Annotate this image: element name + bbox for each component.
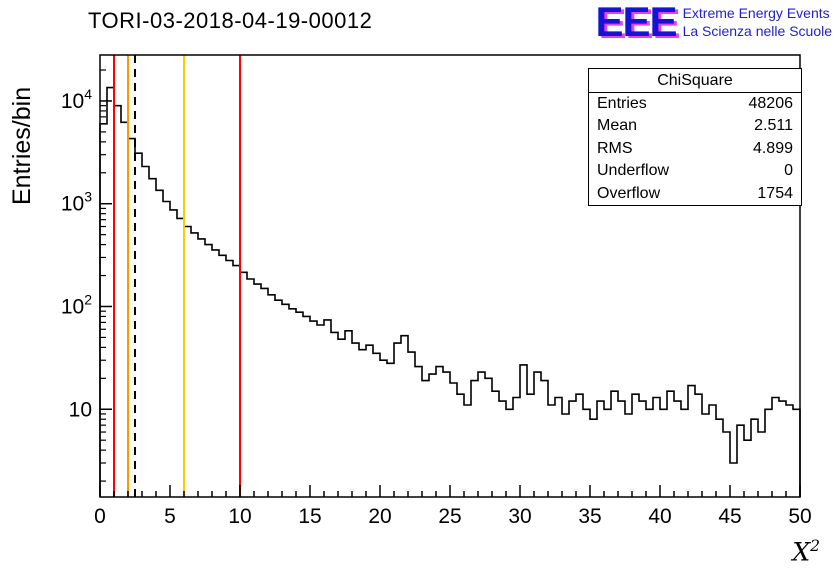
plot-title: TORI-03-2018-04-19-00012 <box>88 8 373 33</box>
stats-value: 48206 <box>748 95 794 112</box>
axes: 0 5 10 15 20 25 30 35 40 45 50 10 102 103 104 <box>61 54 812 528</box>
stats-row-mean: Mean 2.511 <box>589 115 801 137</box>
x-tick-label: 30 <box>508 505 531 528</box>
stats-row-overflow: Overflow 1754 <box>589 183 801 205</box>
eee-logo-text: Extreme Energy Events La Scienza nelle S… <box>683 4 832 40</box>
x-tick-label: 50 <box>788 505 811 528</box>
y-tick-label: 103 <box>61 189 92 216</box>
x-tick-label: 0 <box>94 505 106 528</box>
eee-logo: EEE Extreme Energy Events La Scienza nel… <box>596 1 832 43</box>
y-tick-label: 10 <box>69 398 92 421</box>
cut-lines <box>113 55 241 497</box>
stats-value: 1754 <box>757 184 793 202</box>
x-axis-label: X2 <box>792 537 820 566</box>
eee-logo-line1: Extreme Energy Events <box>682 4 830 21</box>
x-tick-label: 45 <box>718 505 741 528</box>
stats-label: Underflow <box>597 162 670 180</box>
stats-label: Entries <box>597 95 647 112</box>
stats-box: ChiSquare Entries 48206 Mean 2.511 RMS 4… <box>588 68 802 207</box>
stats-value: 2.511 <box>754 117 793 135</box>
y-tick-label: 102 <box>61 291 92 318</box>
x-axis-label-exponent: 2 <box>810 536 820 555</box>
x-tick-label: 10 <box>228 505 251 528</box>
x-tick-label: 40 <box>648 505 671 528</box>
stats-row-underflow: Underflow 0 <box>589 160 801 182</box>
stats-value: 0 <box>784 162 793 180</box>
x-tick-label: 20 <box>368 505 391 528</box>
stats-label: Overflow <box>597 184 661 202</box>
eee-logo-line2: La Scienza nelle Scuole <box>682 23 832 39</box>
histogram-series <box>99 86 801 497</box>
y-tick-label: 104 <box>61 86 92 113</box>
stats-row-rms: RMS 4.899 <box>589 138 801 160</box>
x-tick-label: 15 <box>298 505 321 528</box>
stats-row-entries: Entries 48206 <box>589 93 801 115</box>
x-axis-label-base: X <box>792 537 811 566</box>
x-tick-label: 35 <box>578 505 601 528</box>
stats-label: RMS <box>597 139 633 157</box>
x-tick-label: 5 <box>164 505 176 528</box>
stats-box-title: ChiSquare <box>589 69 801 93</box>
x-tick-label: 25 <box>438 505 461 528</box>
stats-label: Mean <box>597 117 638 135</box>
histogram-step-line <box>99 86 801 497</box>
eee-logo-acronym: EEE <box>595 0 678 45</box>
stats-value: 4.899 <box>752 139 793 157</box>
